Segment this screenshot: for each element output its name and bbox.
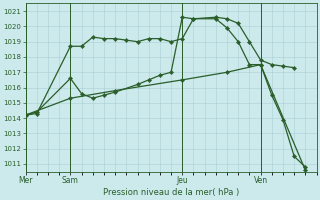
X-axis label: Pression niveau de la mer( hPa ): Pression niveau de la mer( hPa ) xyxy=(103,188,239,197)
